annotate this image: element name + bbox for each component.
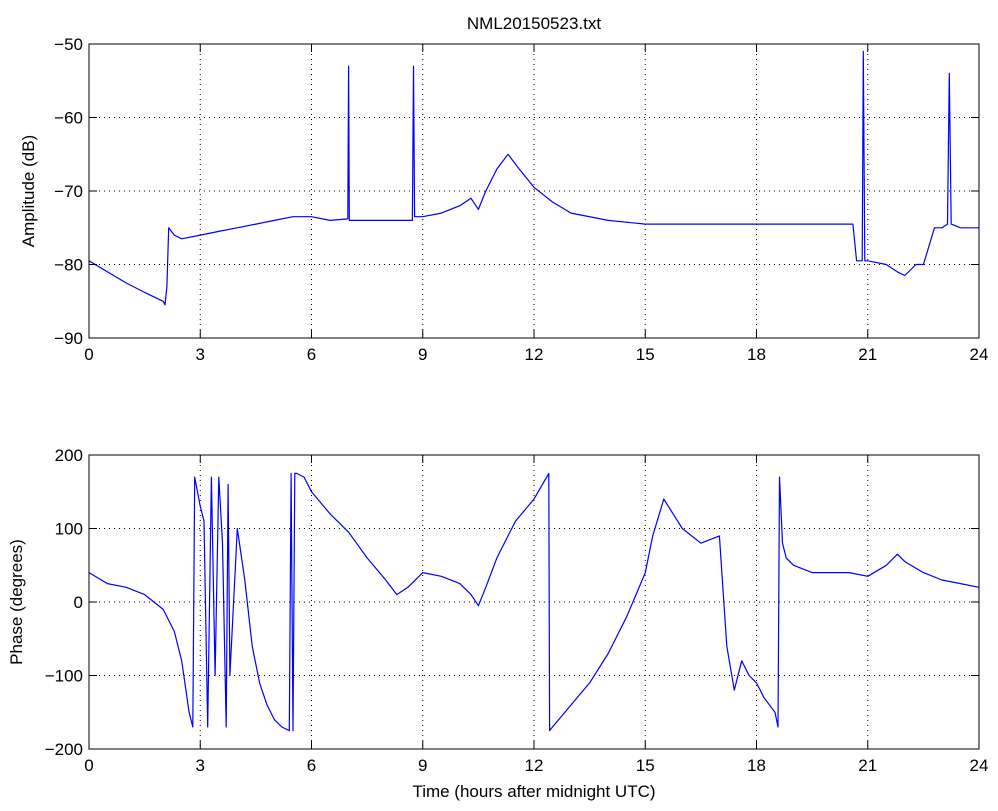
phase-xtick-label: 18	[747, 756, 766, 775]
phase-ytick-label: −100	[45, 667, 83, 686]
phase-ytick-label: 200	[55, 446, 83, 465]
phase-axes: 0 3 6 9 12 15 18 21 24 −200 −100 0 100 200 Phase (deg…	[7, 446, 988, 801]
amplitude-xtick-label: 0	[84, 345, 93, 364]
amplitude-axes: 0 3 6 9 12 15 18 21 24 −90 −80 −70 −60 −50 Amplitude …	[19, 35, 988, 364]
phase-ylabel: Phase (degrees)	[7, 539, 26, 665]
phase-xtick-label: 9	[418, 756, 427, 775]
amplitude-series-group	[88, 50, 979, 306]
amplitude-series-line	[88, 50, 979, 306]
amplitude-ytick-label: −90	[54, 329, 83, 348]
phase-xlabel: Time (hours after midnight UTC)	[412, 782, 655, 801]
amplitude-xtick-label: 12	[525, 345, 544, 364]
amplitude-xtick-label: 21	[858, 345, 877, 364]
amplitude-ytick-label: −70	[54, 182, 83, 201]
phase-xtick-label: 15	[636, 756, 655, 775]
phase-xtick-label: 12	[525, 756, 544, 775]
amplitude-ytick-label: −80	[54, 256, 83, 275]
amplitude-xtick-label: 6	[307, 345, 316, 364]
amplitude-ytick-label: −50	[54, 35, 83, 54]
phase-ytick-label: −200	[45, 740, 83, 759]
amplitude-xtick-label: 9	[418, 345, 427, 364]
amplitude-ytick-label: −60	[54, 109, 83, 128]
phase-xtick-label: 24	[970, 756, 989, 775]
amplitude-grid	[89, 44, 979, 338]
phase-xtick-label: 3	[196, 756, 205, 775]
amplitude-xtick-label: 24	[970, 345, 989, 364]
phase-grid	[89, 455, 979, 749]
phase-ticks: 0 3 6 9 12 15 18 21 24 −200 −100 0 100 200	[45, 446, 989, 775]
phase-series-group	[88, 472, 980, 732]
amplitude-xtick-label: 18	[747, 345, 766, 364]
phase-xtick-label: 0	[84, 756, 93, 775]
phase-ytick-label: 0	[74, 593, 83, 612]
figure-title: NML20150523.txt	[467, 14, 601, 33]
amplitude-xtick-label: 3	[196, 345, 205, 364]
phase-series-line	[88, 472, 980, 732]
phase-ytick-label: 100	[55, 520, 83, 539]
amplitude-ticks: 0 3 6 9 12 15 18 21 24 −90 −80 −70 −60 −50	[54, 35, 988, 364]
amplitude-xtick-label: 15	[636, 345, 655, 364]
phase-xtick-label: 6	[307, 756, 316, 775]
phase-xtick-label: 21	[858, 756, 877, 775]
amplitude-ylabel: Amplitude (dB)	[19, 135, 38, 247]
